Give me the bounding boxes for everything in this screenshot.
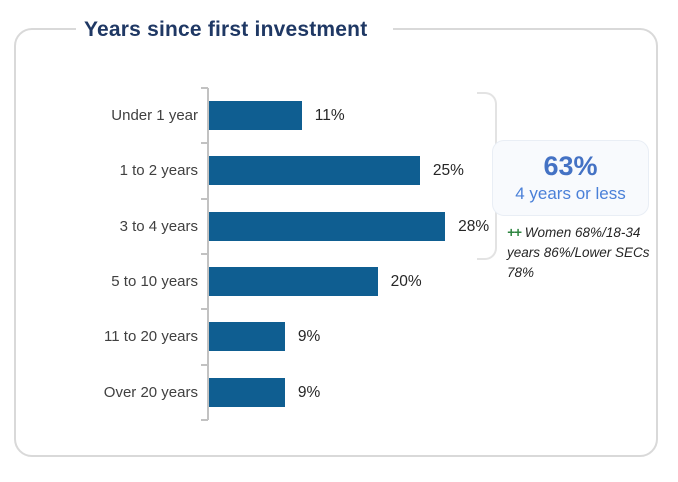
annotation-note: ++ Women 68%/18-34 years 86%/Lower SECs 7… — [507, 223, 663, 283]
category-label: Over 20 years — [103, 383, 198, 401]
category-label: 1 to 2 years — [119, 162, 198, 180]
bar — [209, 322, 285, 352]
bar — [209, 211, 446, 241]
value-label: 25% — [432, 162, 464, 180]
bar — [209, 377, 285, 407]
axis-tick — [201, 308, 208, 311]
callout-box: 63% 4 years or less — [492, 140, 649, 216]
chart-card — [14, 28, 658, 457]
axis-tick — [201, 142, 208, 145]
category-label: 5 to 10 years — [111, 272, 198, 290]
callout-label: 4 years or less — [515, 184, 626, 204]
value-label: 28% — [458, 217, 490, 235]
category-label: 11 to 20 years — [104, 328, 198, 346]
bar — [209, 156, 420, 186]
value-label: 20% — [390, 272, 422, 290]
axis-tick — [201, 363, 208, 366]
axis-tick — [201, 418, 208, 421]
axis-tick — [201, 87, 208, 89]
value-label: 9% — [297, 383, 321, 401]
bar — [209, 266, 378, 296]
callout-value: 63% — [543, 151, 598, 182]
category-label: 3 to 4 years — [119, 217, 198, 235]
note-text: Women 68%/18-34 years 86%/Lower SECs 78% — [507, 225, 650, 280]
axis-tick — [201, 197, 208, 200]
category-axis-line — [207, 88, 209, 420]
category-label: Under 1 year — [111, 107, 198, 124]
note-marker: ++ — [507, 225, 522, 240]
bar — [209, 101, 302, 130]
value-label: 9% — [297, 328, 321, 346]
chart-title: Years since first investment — [76, 14, 394, 48]
axis-tick — [201, 252, 208, 255]
value-label: 11% — [314, 107, 345, 124]
